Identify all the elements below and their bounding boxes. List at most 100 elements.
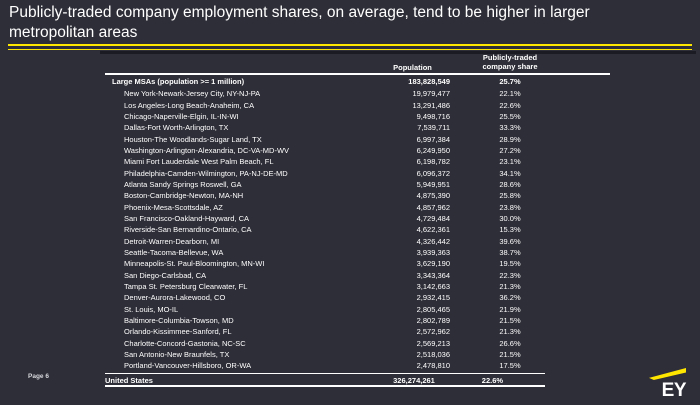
row-area-name: Los Angeles-Long Beach-Anaheim, CA [124, 100, 255, 110]
row-area-name: St. Louis, MO-IL [124, 304, 179, 314]
row-area-name: Miami Fort Lauderdale West Palm Beach, F… [124, 157, 274, 167]
column-header-population: Population [393, 62, 432, 72]
row-share-value: 38.7% [499, 248, 521, 257]
ey-beam-icon [649, 368, 686, 380]
row-area-name: Boston-Cambridge-Newton, MA-NH [124, 191, 244, 201]
page-number: Page 6 [28, 373, 49, 380]
row-population-value: 2,932,415 [416, 293, 450, 303]
row-population-value: 2,805,465 [416, 304, 450, 314]
row-area-name: Charlotte-Concord-Gastonia, NC-SC [124, 338, 246, 348]
row-area-name: Orlando-Kissimmee-Sanford, FL [124, 327, 232, 337]
row-area-name: Chicago-Naperville-Elgin, IL-IN-WI [124, 111, 239, 121]
row-area-name: Minneapolis-St. Paul-Bloomington, MN-WI [124, 259, 265, 269]
row-share-value: 22.6% [499, 100, 521, 110]
table-row: Orlando-Kissimmee-Sanford, FL 2,572,962 … [105, 326, 565, 337]
row-population-value: 2,572,962 [416, 327, 450, 337]
row-population-value: 4,326,442 [416, 236, 450, 246]
table-header-row: Population Publicly-traded company share [105, 53, 565, 74]
table-row: Chicago-Naperville-Elgin, IL-IN-WI 9,498… [105, 111, 565, 122]
row-share-value: 19.5% [499, 259, 521, 269]
table-row: Phoenix-Mesa-Scottsdale, AZ 4,857,962 23… [105, 202, 565, 213]
table-row: Large MSAs (population >= 1 million) 183… [105, 76, 565, 89]
row-population-value: 13,291,486 [412, 100, 450, 110]
table-row: Seattle-Tacoma-Bellevue, WA 3,939,363 38… [105, 247, 565, 258]
row-area-name: Baltimore-Columbia-Towson, MD [124, 316, 234, 326]
table-row: United States 326,274,261 22.6% [105, 373, 545, 388]
column-header-share: Publicly-traded company share [455, 53, 565, 72]
row-area-name: Seattle-Tacoma-Bellevue, WA [124, 248, 224, 257]
table-row: Washington-Arlington-Alexandria, DC-VA-M… [105, 145, 565, 156]
table-row: San Antonio-New Braunfels, TX 2,518,036 … [105, 349, 565, 360]
table-row: Atlanta Sandy Springs Roswell, GA 5,949,… [105, 179, 565, 190]
table-row: Los Angeles-Long Beach-Anaheim, CA 13,29… [105, 100, 565, 111]
row-population-value: 2,478,810 [416, 361, 450, 371]
row-area-name: San Antonio-New Braunfels, TX [124, 350, 230, 360]
row-area-name: Denver-Aurora-Lakewood, CO [124, 293, 226, 303]
table-row: Denver-Aurora-Lakewood, CO 2,932,415 36.… [105, 292, 565, 303]
row-area-name: Large MSAs (population >= 1 million) [112, 76, 245, 86]
row-share-value: 30.0% [499, 213, 521, 223]
page-title: Publicly-traded company employment share… [9, 4, 590, 41]
row-population-value: 3,939,363 [416, 248, 450, 257]
table-row: San Diego-Carlsbad, CA 3,343,364 22.3% [105, 270, 565, 281]
row-population-value: 7,539,711 [417, 123, 450, 133]
row-area-name: New York-Newark-Jersey City, NY-NJ-PA [124, 89, 261, 99]
ey-logo: EY [644, 368, 687, 401]
title-underline [8, 44, 692, 50]
row-area-name: Washington-Arlington-Alexandria, DC-VA-M… [124, 145, 290, 155]
row-population-value: 6,249,950 [416, 145, 450, 155]
row-share-value: 21.5% [499, 350, 521, 360]
row-population-value: 3,142,663 [416, 282, 450, 292]
row-area-name: Dallas-Fort Worth-Arlington, TX [124, 123, 229, 133]
table-row: San Francisco-Oakland-Hayward, CA 4,729,… [105, 213, 565, 224]
row-share-value: 22.3% [499, 270, 521, 280]
table-row: Portland-Vancouver-Hillsboro, OR-WA 2,47… [105, 360, 565, 371]
row-population-value: 2,518,036 [416, 350, 450, 360]
row-population-value: 4,729,484 [416, 213, 450, 223]
ey-logo-text: EY [661, 380, 687, 401]
row-area-name: Philadelphia-Camden-Wilmington, PA-NJ-DE… [124, 168, 288, 178]
table-row: Boston-Cambridge-Newton, MA-NH 4,875,390… [105, 190, 565, 201]
table-row: St. Louis, MO-IL 2,805,465 21.9% [105, 304, 565, 315]
row-share-value: 15.3% [499, 225, 521, 235]
row-share-value: 22.1% [499, 89, 521, 99]
row-population-value: 4,857,962 [416, 202, 450, 212]
row-population-value: 19,979,477 [412, 89, 450, 99]
row-area-name: Detroit-Warren-Dearborn, MI [124, 236, 220, 246]
table-row: Tampa St. Petersburg Clearwater, FL 3,14… [105, 281, 565, 292]
table-row: Charlotte-Concord-Gastonia, NC-SC 2,569,… [105, 338, 565, 349]
row-population-value: 9,498,716 [416, 111, 450, 121]
row-population-value: 2,569,213 [416, 338, 450, 348]
row-population-value: 3,343,364 [416, 270, 450, 280]
table-row: Dallas-Fort Worth-Arlington, TX 7,539,71… [105, 122, 565, 133]
row-population-value: 4,622,361 [416, 225, 450, 235]
row-share-value: 21.9% [499, 304, 521, 314]
row-area-name: Houston-The Woodlands-Sugar Land, TX [124, 134, 262, 144]
row-share-value: 25.7% [499, 76, 521, 86]
row-share-value: 21.3% [499, 327, 521, 337]
row-population-value: 6,198,782 [416, 157, 450, 167]
table-row: New York-Newark-Jersey City, NY-NJ-PA 19… [105, 88, 565, 99]
row-area-name: United States [105, 376, 153, 386]
row-population-value: 3,629,190 [416, 259, 450, 269]
row-share-value: 23.8% [499, 202, 521, 212]
table-row: Minneapolis-St. Paul-Bloomington, MN-WI … [105, 258, 565, 269]
row-population-value: 6,997,384 [416, 134, 450, 144]
row-area-name: San Francisco-Oakland-Hayward, CA [124, 213, 250, 223]
row-area-name: Riverside-San Bernardino-Ontario, CA [124, 225, 252, 235]
row-share-value: 21.5% [499, 316, 521, 326]
row-share-value: 33.3% [499, 123, 521, 133]
msa-employment-table: Population Publicly-traded company share… [105, 53, 610, 388]
row-share-value: 28.9% [499, 134, 521, 144]
row-area-name: Phoenix-Mesa-Scottsdale, AZ [124, 202, 223, 212]
row-population-value: 6,096,372 [416, 168, 450, 178]
row-area-name: San Diego-Carlsbad, CA [124, 270, 207, 280]
table-row: Baltimore-Columbia-Towson, MD 2,802,789 … [105, 315, 565, 326]
row-share-value: 26.6% [499, 338, 521, 348]
row-share-value: 25.8% [499, 191, 521, 201]
row-share-value: 28.6% [499, 179, 521, 189]
row-population-value: 2,802,789 [416, 316, 450, 326]
row-share-value: 25.5% [499, 111, 521, 121]
column-header-share-text: Publicly-traded company share [482, 53, 538, 71]
table-row: Detroit-Warren-Dearborn, MI 4,326,442 39… [105, 236, 565, 247]
